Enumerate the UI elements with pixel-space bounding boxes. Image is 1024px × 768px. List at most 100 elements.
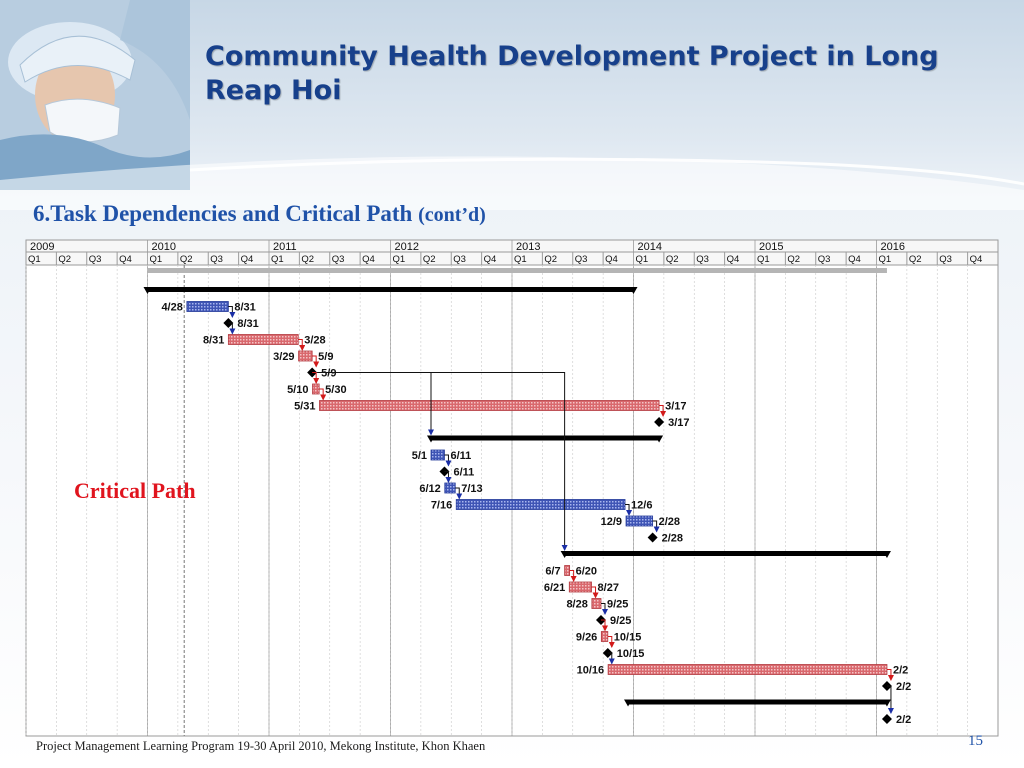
critical-link-arrow (591, 586, 599, 599)
year-label: 2014 (638, 241, 662, 253)
quarter-label: Q1 (271, 254, 284, 265)
task-bar (227, 334, 299, 345)
summary-end-cap (882, 699, 891, 707)
task-bar (591, 598, 602, 609)
quarter-label: Q3 (89, 254, 102, 265)
task-end-label: 2/28 (659, 516, 680, 528)
dependency-link-arrow (886, 685, 894, 714)
dependency-link-arrow (625, 504, 633, 516)
critical-link-arrow (312, 355, 320, 368)
header-swoosh (0, 156, 1024, 210)
dependency-link-arrow (652, 520, 660, 533)
year-label: 2012 (395, 241, 419, 253)
slide-subtitle: 6.Task Dependencies and Critical Path (c… (33, 201, 486, 227)
task-end-label: 6/20 (576, 566, 597, 578)
quarter-label: Q4 (484, 254, 497, 265)
summary-start-cap (143, 287, 152, 294)
task-start-label: 8/28 (566, 599, 587, 611)
quarter-label: Q4 (362, 254, 375, 265)
milestone-diamond (647, 532, 658, 543)
quarter-label: Q4 (970, 254, 983, 265)
quarter-label: Q2 (423, 254, 436, 265)
quarter-label: Q1 (150, 254, 163, 265)
quarter-label: Q4 (119, 254, 132, 265)
milestone-label: 9/25 (610, 615, 631, 627)
summary-start-cap (427, 435, 435, 443)
critical-link-arrow (569, 570, 577, 582)
footer-text: Project Management Learning Program 19-3… (36, 739, 486, 753)
quarter-label: Q3 (939, 254, 952, 265)
critical-path-label: Critical Path (74, 478, 196, 503)
quarter-label: Q3 (575, 254, 588, 265)
task-start-label: 6/7 (545, 566, 560, 578)
quarter-label: Q4 (848, 254, 861, 265)
quarter-label: Q4 (727, 254, 740, 265)
quarter-label: Q1 (393, 254, 406, 265)
task-start-label: 6/21 (544, 582, 565, 594)
quarter-label: Q1 (636, 254, 649, 265)
task-end-label: 3/17 (665, 401, 686, 413)
task-bar (455, 499, 626, 510)
quarter-label: Q4 (241, 254, 254, 265)
milestone-label: 2/2 (896, 714, 911, 726)
year-label: 2009 (30, 241, 54, 253)
critical-link-arrow (607, 636, 615, 648)
task-bar (430, 449, 445, 461)
year-label: 2010 (152, 241, 176, 253)
summary-start-cap (624, 699, 633, 707)
task-start-label: 7/16 (431, 500, 452, 512)
milestone-label: 2/2 (896, 681, 911, 693)
task-end-label: 8/27 (598, 582, 619, 594)
task-start-label: 12/9 (601, 516, 622, 528)
milestone-diamond (654, 417, 665, 427)
dependency-link-arrow (444, 471, 452, 483)
year-label: 2016 (881, 241, 905, 253)
year-label: 2013 (516, 241, 540, 253)
task-start-label: 4/28 (161, 302, 182, 314)
surgeon-photo (0, 0, 190, 190)
milestone-label: 10/15 (617, 648, 645, 660)
task-end-label: 7/13 (461, 483, 482, 495)
quarter-label: Q3 (210, 254, 223, 265)
critical-link-arrow (886, 669, 894, 681)
dependency-link-arrow (607, 652, 615, 665)
critical-link-arrow (600, 619, 608, 632)
quarter-label: Q3 (696, 254, 709, 265)
milestone-label: 5/9 (321, 368, 336, 380)
dependency-link-arrow (444, 454, 452, 467)
quarter-label: Q1 (514, 254, 527, 265)
task-bar (319, 400, 660, 411)
task-start-label: 10/16 (577, 665, 605, 677)
critical-link-arrow (659, 405, 667, 417)
task-start-label: 8/31 (203, 335, 224, 347)
task-start-label: 5/1 (412, 450, 427, 462)
task-start-label: 9/26 (576, 632, 597, 644)
milestone-label: 6/11 (453, 467, 474, 479)
milestone-label: 2/28 (662, 533, 683, 545)
task-bar (607, 664, 888, 675)
summary-end-cap (882, 551, 891, 558)
task-start-label: 5/31 (294, 401, 315, 413)
task-bar (568, 581, 592, 593)
summary-bar (147, 287, 634, 292)
task-bar (444, 482, 456, 494)
summary-bar (431, 435, 660, 441)
page-number: 15 (968, 733, 983, 749)
task-end-label: 8/31 (234, 302, 255, 314)
subtitle-main: 6.Task Dependencies and Critical Path (33, 201, 413, 226)
dependency-link-arrow (455, 487, 463, 500)
quarter-label: Q4 (605, 254, 618, 265)
task-end-label: 9/25 (607, 599, 628, 611)
summary-end-cap (629, 287, 638, 294)
task-bar (564, 565, 571, 576)
task-bar (600, 631, 609, 642)
task-end-label: 5/9 (318, 351, 333, 363)
task-end-label: 3/28 (304, 335, 325, 347)
summary-start-cap (560, 551, 569, 558)
task-bar (186, 301, 229, 312)
quarter-label: Q3 (332, 254, 345, 265)
dependency-link-arrow (600, 603, 608, 615)
task-start-label: 5/10 (287, 384, 308, 396)
summary-end-cap (655, 435, 664, 443)
